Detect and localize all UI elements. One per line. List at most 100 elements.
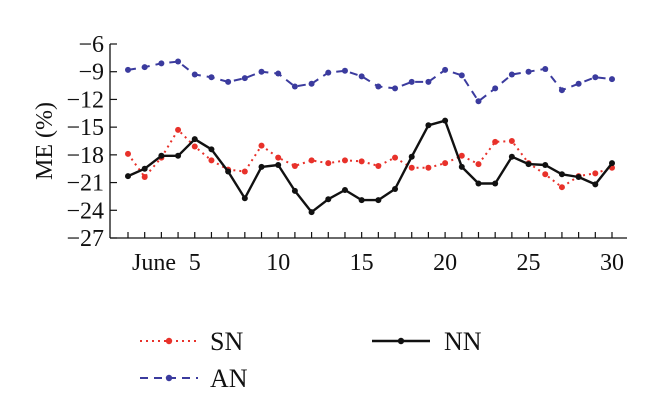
data-point-an (375, 83, 382, 90)
data-point-nn (575, 174, 582, 181)
data-point-an (308, 80, 315, 87)
data-point-sn (191, 143, 198, 150)
x-tick-label: 20 (433, 250, 457, 276)
legend-marker-sn (165, 337, 173, 345)
data-point-nn (175, 152, 182, 159)
x-ticks: June 5 10 15 20 25 30 (127, 232, 624, 276)
data-point-sn (558, 184, 565, 191)
data-point-sn (258, 142, 265, 149)
data-point-nn (241, 195, 248, 202)
y-tick-label: −15 (66, 115, 104, 141)
data-point-an (291, 83, 298, 90)
data-point-an (191, 71, 198, 78)
series-an (125, 58, 615, 105)
data-point-sn (325, 160, 332, 167)
data-point-nn (341, 186, 348, 193)
data-point-sn (408, 164, 415, 171)
legend-item-nn: NN (372, 327, 482, 356)
x-tick-label: June (132, 250, 176, 276)
legend-item-sn: SN (140, 327, 243, 356)
data-point-an (225, 78, 232, 85)
series-nn (125, 117, 615, 216)
data-point-an (358, 73, 365, 80)
data-point-an (158, 60, 165, 67)
y-ticks: −6−9−12−15−18−21−24−27 (66, 32, 117, 252)
data-point-nn (542, 162, 549, 169)
data-point-sn (442, 160, 449, 167)
data-point-an (525, 68, 532, 75)
series-sn (125, 126, 615, 191)
data-point-nn (442, 117, 449, 124)
data-point-an (258, 68, 265, 75)
data-point-nn (458, 163, 465, 170)
data-point-nn (408, 153, 415, 160)
y-tick-label: −18 (66, 143, 104, 169)
data-point-an (241, 75, 248, 82)
data-point-an (341, 67, 348, 74)
data-point-an (141, 64, 148, 71)
data-point-sn (542, 171, 549, 178)
data-point-nn (425, 122, 432, 129)
data-point-sn (508, 138, 515, 144)
legend-label-nn: NN (444, 327, 482, 356)
x-tick-label: 25 (517, 250, 541, 276)
data-point-an (575, 80, 582, 87)
data-point-an (425, 78, 432, 85)
x-tick-label: 5 (189, 250, 201, 276)
axes (109, 44, 627, 239)
data-point-an (442, 66, 449, 73)
data-point-sn (492, 138, 499, 145)
data-point-nn (308, 209, 315, 216)
y-tick-label: −12 (66, 87, 104, 113)
data-point-an (208, 74, 215, 81)
data-point-nn (475, 180, 482, 187)
data-point-sn (275, 154, 282, 161)
x-tick-label: 30 (600, 250, 624, 276)
series-line-nn (127, 119, 613, 214)
data-point-an (508, 71, 515, 78)
data-point-sn (208, 157, 215, 164)
series-layer (125, 58, 615, 216)
data-point-an (475, 98, 482, 105)
legend-label-an: AN (210, 364, 248, 393)
data-point-an (558, 87, 565, 94)
data-point-nn (225, 168, 232, 175)
data-point-sn (458, 152, 465, 159)
data-point-nn (258, 163, 265, 170)
data-point-nn (158, 152, 165, 159)
data-point-an (592, 74, 599, 81)
data-point-nn (291, 187, 298, 194)
y-tick-label: −24 (66, 198, 104, 224)
legend-marker-nn (397, 337, 405, 345)
data-point-nn (141, 165, 148, 172)
data-point-sn (358, 158, 365, 165)
data-point-nn (508, 153, 515, 160)
data-point-an (125, 66, 131, 73)
y-axis-title: ME (%) (32, 102, 58, 180)
data-point-nn (358, 197, 365, 204)
legend-marker-an (165, 374, 173, 382)
legend-item-an: AN (140, 364, 248, 393)
data-point-an (392, 85, 399, 92)
series-line-sn (127, 128, 613, 189)
data-point-sn (125, 150, 131, 157)
data-point-nn (392, 186, 399, 193)
data-point-an (609, 76, 615, 83)
data-point-sn (241, 168, 248, 175)
x-tick-label: 15 (350, 250, 374, 276)
data-point-sn (291, 162, 298, 169)
data-point-nn (609, 160, 615, 167)
data-point-sn (141, 174, 148, 181)
data-point-nn (191, 136, 198, 143)
data-point-sn (425, 164, 432, 171)
data-point-sn (175, 126, 182, 133)
data-point-an (175, 58, 182, 65)
data-point-an (325, 69, 332, 76)
x-tick-label: 10 (266, 250, 290, 276)
data-point-an (542, 65, 549, 72)
data-point-nn (592, 181, 599, 188)
data-point-sn (375, 162, 382, 169)
data-point-nn (492, 180, 499, 187)
data-point-nn (375, 197, 382, 204)
